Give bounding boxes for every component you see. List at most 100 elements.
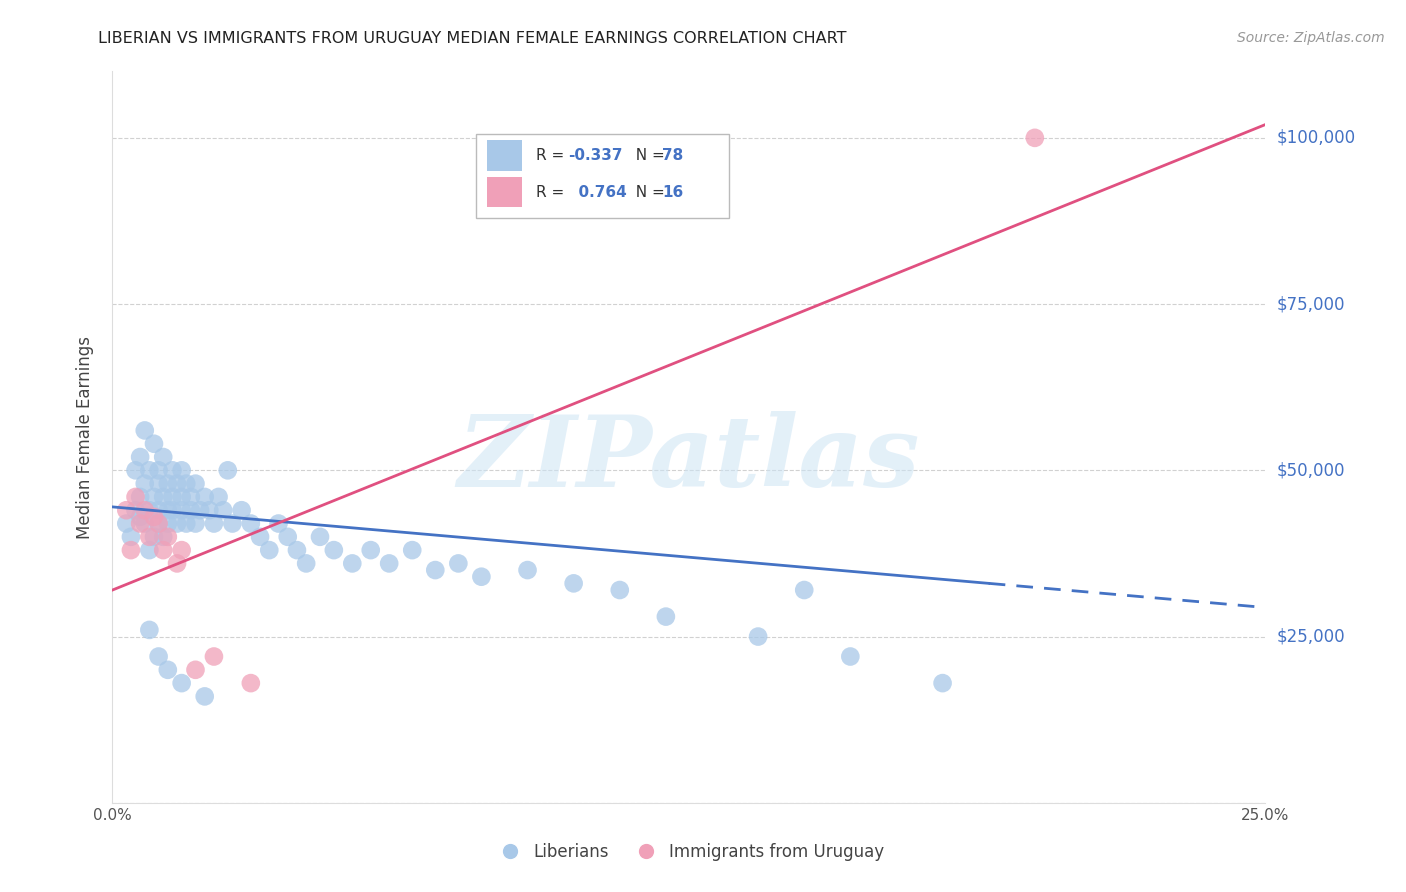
Point <box>231 503 253 517</box>
Point <box>166 476 188 491</box>
Point <box>143 436 166 450</box>
Point <box>134 516 156 531</box>
Point <box>285 543 308 558</box>
Point <box>184 476 207 491</box>
Point <box>562 576 585 591</box>
Point <box>207 490 229 504</box>
FancyBboxPatch shape <box>475 134 730 218</box>
Bar <box>488 177 522 208</box>
Point <box>609 582 631 597</box>
Point <box>162 503 184 517</box>
Point <box>470 570 492 584</box>
Point <box>188 503 211 517</box>
Text: 16: 16 <box>662 185 683 200</box>
Text: R =: R = <box>536 185 568 200</box>
Point <box>143 490 166 504</box>
Text: $25,000: $25,000 <box>1277 628 1346 646</box>
Point <box>447 557 470 571</box>
Point <box>162 490 184 504</box>
Point <box>239 516 262 531</box>
Text: $100,000: $100,000 <box>1277 128 1355 147</box>
Point <box>174 516 197 531</box>
Point <box>1024 131 1046 145</box>
Point <box>212 503 235 517</box>
Point <box>148 516 170 531</box>
Point <box>202 516 225 531</box>
Text: N =: N = <box>626 148 669 163</box>
Point <box>148 503 170 517</box>
Point <box>138 530 160 544</box>
Point <box>115 503 138 517</box>
Point <box>259 543 281 558</box>
Point <box>134 476 156 491</box>
Point <box>166 557 188 571</box>
Point <box>148 476 170 491</box>
Point <box>277 530 299 544</box>
Point <box>342 557 364 571</box>
Point <box>839 649 862 664</box>
Point <box>267 516 290 531</box>
Point <box>148 516 170 531</box>
Point <box>322 543 344 558</box>
Point <box>129 516 152 531</box>
Point <box>129 450 152 464</box>
Point <box>152 490 174 504</box>
Point <box>239 676 262 690</box>
Point <box>148 649 170 664</box>
Point <box>170 503 193 517</box>
Point <box>138 463 160 477</box>
Point <box>360 543 382 558</box>
Point <box>295 557 318 571</box>
Point <box>115 516 138 531</box>
Text: LIBERIAN VS IMMIGRANTS FROM URUGUAY MEDIAN FEMALE EARNINGS CORRELATION CHART: LIBERIAN VS IMMIGRANTS FROM URUGUAY MEDI… <box>98 31 846 46</box>
Point <box>170 676 193 690</box>
Legend: Liberians, Immigrants from Uruguay: Liberians, Immigrants from Uruguay <box>486 837 891 868</box>
Point <box>152 530 174 544</box>
Text: 0.764: 0.764 <box>568 185 627 200</box>
Point <box>156 503 179 517</box>
Point <box>156 663 179 677</box>
Point <box>156 476 179 491</box>
Point <box>217 463 239 477</box>
Point <box>124 463 146 477</box>
Point <box>425 563 447 577</box>
Point <box>180 503 202 517</box>
Point <box>184 663 207 677</box>
Point <box>134 424 156 438</box>
Point <box>138 543 160 558</box>
Point <box>221 516 243 531</box>
Point <box>124 490 146 504</box>
Point <box>124 503 146 517</box>
Point <box>162 463 184 477</box>
Text: $50,000: $50,000 <box>1277 461 1346 479</box>
Point <box>793 582 815 597</box>
Point <box>170 490 193 504</box>
Point <box>170 543 193 558</box>
Text: R =: R = <box>536 148 568 163</box>
Point <box>138 503 160 517</box>
Point <box>309 530 332 544</box>
Point <box>143 530 166 544</box>
Point <box>138 623 160 637</box>
Point <box>156 516 179 531</box>
Point <box>249 530 271 544</box>
Point <box>194 690 217 704</box>
Point <box>194 490 217 504</box>
Point <box>516 563 538 577</box>
Point <box>747 630 769 644</box>
Point <box>202 649 225 664</box>
Point <box>401 543 423 558</box>
Point <box>170 463 193 477</box>
Point <box>120 543 142 558</box>
Point <box>198 503 221 517</box>
Point <box>378 557 401 571</box>
Point <box>134 503 156 517</box>
Point <box>931 676 953 690</box>
Text: -0.337: -0.337 <box>568 148 623 163</box>
Text: Source: ZipAtlas.com: Source: ZipAtlas.com <box>1237 31 1385 45</box>
Point <box>129 509 152 524</box>
Point <box>148 463 170 477</box>
Point <box>180 490 202 504</box>
Bar <box>488 140 522 171</box>
Point <box>143 509 166 524</box>
